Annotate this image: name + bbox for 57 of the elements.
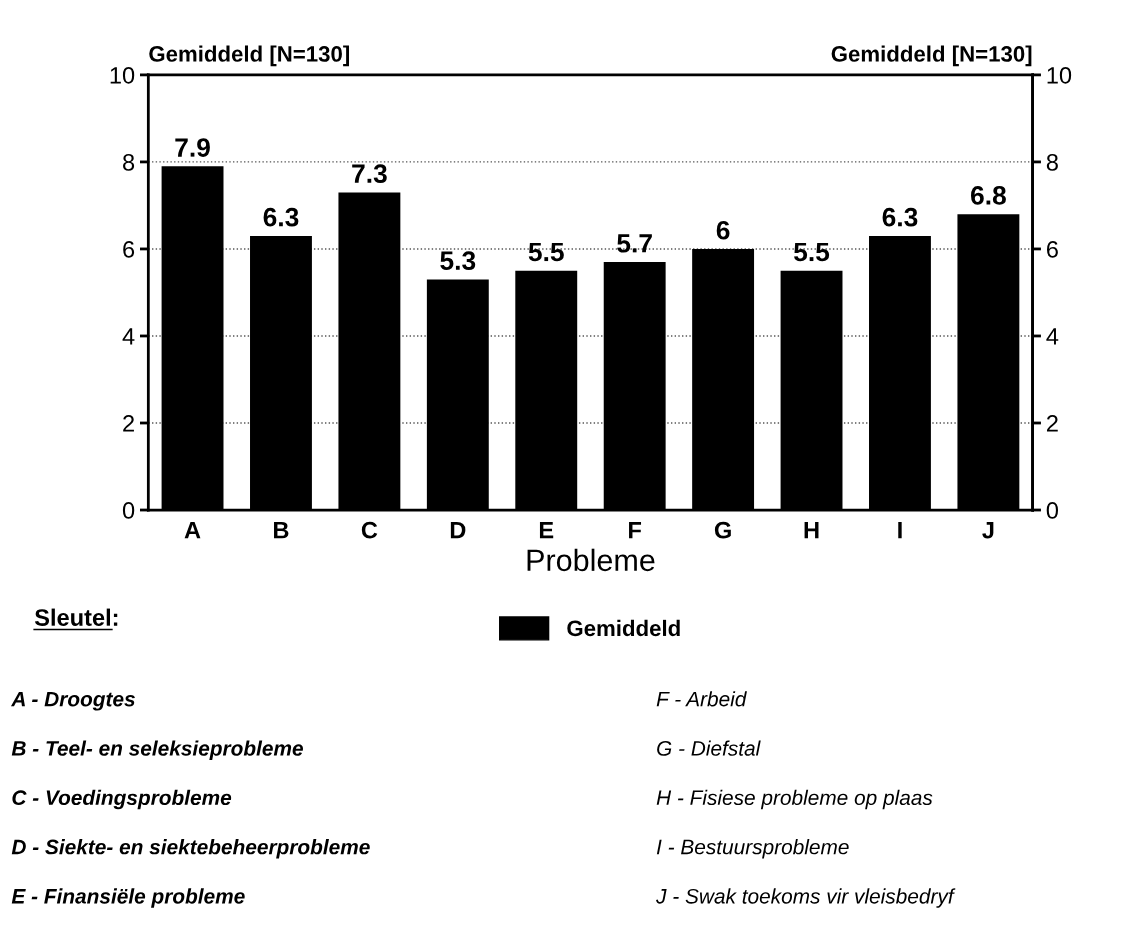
text: A - Droogtes [10, 691, 135, 711]
y2-tick-label: 8 [1046, 153, 1058, 171]
y2-tick-label: 6 [1047, 241, 1058, 258]
bar [426, 279, 489, 511]
bar [515, 270, 578, 511]
data-label: 5.5 [528, 242, 564, 262]
data-label: 5.5 [794, 242, 830, 262]
data-label: 5.3 [440, 251, 476, 271]
x-tick-label: B [274, 522, 289, 539]
bar [780, 270, 843, 511]
bar [250, 235, 312, 511]
y2-tick-label: 4 [1046, 328, 1059, 345]
text: G - Diefstal [657, 740, 761, 756]
text: D - Siekte- en siektebeheerprobleme [11, 839, 370, 859]
x-tick-label: H [804, 522, 819, 539]
y-tick-label: 6 [123, 241, 135, 258]
text: F - Arbeid [656, 691, 747, 707]
y-tick-label: 4 [122, 328, 135, 345]
text: H - Fisiese probleme op plaas [656, 789, 933, 810]
data-label: 7.3 [352, 164, 387, 184]
x-axis-title: Probleme [527, 548, 655, 572]
text: Sleutel: [34, 608, 118, 626]
y-tick-label: 0 [122, 502, 135, 519]
x-tick-label: G [714, 521, 731, 539]
text: C - Voedingsprobleme [12, 789, 232, 810]
text: B - Teel- en seleksieprobleme [11, 740, 303, 760]
bar [869, 235, 931, 511]
data-label: 6.8 [971, 186, 1006, 205]
y2-tick-label: 2 [1046, 415, 1058, 432]
x-tick-label: D [450, 522, 466, 539]
bar [338, 192, 401, 511]
y-tick-label: 10 [110, 66, 135, 84]
bar [957, 214, 1020, 511]
legend-label: Gemiddeld [567, 619, 680, 637]
y-axis-title: Gemiddeld [N=130] [149, 45, 349, 67]
text: E - Finansiële probleme [11, 888, 245, 908]
text: J - Swak toekoms vir vleisbedryf [656, 888, 956, 908]
data-label: 7.9 [175, 138, 210, 157]
x-tick-label: I [898, 522, 902, 539]
data-label: 6.3 [882, 207, 918, 227]
y-tick-label: 2 [123, 415, 134, 432]
y-tick-label: 8 [123, 153, 135, 171]
y2-tick-label: 0 [1046, 502, 1059, 519]
y2-axis-title: Gemiddeld [N=130] [831, 45, 1032, 67]
bar [603, 262, 666, 511]
data-label: 5.7 [617, 234, 652, 253]
x-tick-label: J [982, 522, 994, 539]
x-tick-label: A [184, 522, 201, 539]
data-label: 6 [716, 220, 730, 240]
x-tick-label: F [629, 522, 642, 539]
y2-tick-label: 10 [1047, 66, 1072, 84]
bar [161, 166, 224, 511]
x-tick-label: C [361, 521, 378, 539]
bar [692, 248, 755, 511]
x-tick-label: E [539, 522, 554, 539]
data-label: 6.3 [263, 207, 299, 227]
text: I - Bestuursprobleme [656, 839, 849, 859]
